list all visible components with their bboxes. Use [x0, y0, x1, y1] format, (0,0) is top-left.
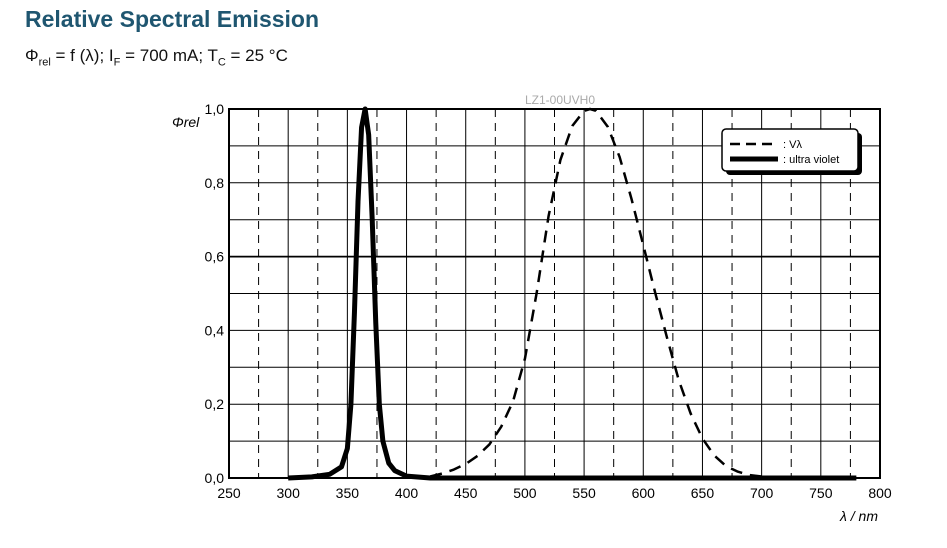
- if-subscript: F: [113, 56, 121, 69]
- series-ultra-violet-line: [288, 106, 857, 481]
- chart-title: LZ1-00UVH0: [525, 93, 595, 107]
- x-tick-label: 600: [632, 485, 656, 501]
- x-tick-label: 450: [454, 485, 478, 501]
- x-tick-label: 800: [868, 485, 892, 501]
- y-tick-label: 0,2: [205, 396, 225, 412]
- x-tick-label: 350: [336, 485, 360, 501]
- subtitle-part: = 25 °C: [225, 46, 288, 65]
- y-tick-label: 1,0: [205, 101, 225, 117]
- x-tick-label: 300: [277, 485, 301, 501]
- subtitle-part: = f (λ); I: [50, 46, 114, 65]
- y-tick-label: 0,8: [205, 175, 225, 191]
- subtitle-part: = 700 mA; T: [120, 46, 218, 65]
- x-tick-label: 500: [513, 485, 537, 501]
- legend-label-ultra-violet: : ultra violet: [783, 154, 839, 166]
- chart-title: Relative Spectral Emission: [25, 6, 320, 32]
- x-tick-label: 750: [809, 485, 833, 501]
- phi-symbol: Φ: [25, 46, 39, 65]
- x-tick-label: 700: [750, 485, 774, 501]
- x-tick-label: 250: [217, 485, 241, 501]
- y-tick-label: 0,6: [205, 249, 225, 265]
- x-tick-label: 400: [395, 485, 419, 501]
- chart-subtitle: Φrel = f (λ); IF = 700 mA; TC = 25 °C: [25, 46, 288, 68]
- y-tick-label: 0,4: [205, 322, 225, 338]
- legend-label-v-lambda: : Vλ: [783, 139, 802, 151]
- tc-subscript: C: [217, 56, 226, 69]
- y-axis-label: Φrel: [172, 114, 200, 130]
- phi-subscript: rel: [38, 56, 51, 69]
- y-tick-label: 0,0: [205, 470, 225, 486]
- x-tick-label: 650: [691, 485, 715, 501]
- x-tick-label: 550: [572, 485, 596, 501]
- x-axis-label: λ / nm: [839, 508, 878, 524]
- series-v-lambda-line: [429, 107, 857, 480]
